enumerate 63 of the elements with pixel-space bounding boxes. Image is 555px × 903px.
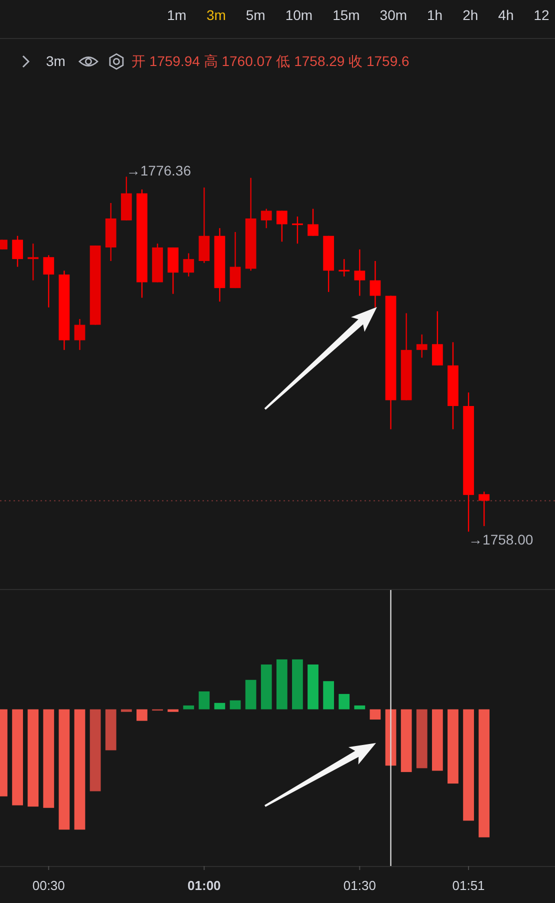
candlestick <box>28 243 39 281</box>
text: 4h <box>498 7 514 23</box>
annotation: →1776.36 <box>126 162 192 179</box>
bar <box>463 709 474 821</box>
x-tick-label: 01:51 <box>452 878 485 893</box>
candlestick <box>276 210 288 242</box>
bar <box>43 709 54 808</box>
bar <box>260 664 272 710</box>
bar <box>230 700 241 710</box>
text: 15m <box>332 7 360 23</box>
x-tick-label: 00:30 <box>32 878 65 893</box>
bar <box>338 694 350 710</box>
text: 2h <box>462 7 478 23</box>
text: 3m <box>206 7 226 23</box>
candlestick <box>12 235 23 268</box>
candlestick <box>432 310 443 366</box>
bar <box>370 709 381 720</box>
annotation: →1758.00 <box>468 532 534 548</box>
candlestick <box>260 208 272 229</box>
bar <box>58 709 70 830</box>
bar <box>323 681 334 710</box>
text: 5m <box>246 7 266 23</box>
text: 1h <box>427 7 443 23</box>
bar <box>90 709 101 792</box>
bar <box>198 691 210 710</box>
chart-subtitle: 开 1759.94 高 1760.07 低 1758.29 收 1759.6 <box>131 53 410 69</box>
candlestick <box>183 252 194 278</box>
bar <box>448 709 458 784</box>
x-tick-label: 01:30 <box>343 878 376 893</box>
chart-title: 3m <box>46 53 66 69</box>
bar <box>136 709 148 721</box>
bar <box>276 659 288 710</box>
bar <box>214 702 226 710</box>
text: 12 <box>534 7 550 23</box>
bar <box>120 709 132 712</box>
candlestick <box>354 248 366 296</box>
bar <box>432 709 443 771</box>
x-tick-label: 01:00 <box>188 878 221 893</box>
candlestick <box>338 258 350 278</box>
bar <box>245 680 256 710</box>
bar <box>400 709 412 772</box>
candlestick <box>416 334 428 358</box>
bar <box>183 705 194 710</box>
candlestick <box>308 208 318 236</box>
candlestick <box>43 254 54 308</box>
bar <box>168 709 178 712</box>
candlestick <box>230 231 241 289</box>
bar <box>292 659 303 710</box>
bar <box>416 709 428 768</box>
candlestick <box>74 318 86 351</box>
bar <box>28 709 39 807</box>
bar <box>354 705 366 710</box>
text: 1m <box>167 7 186 23</box>
bar <box>74 709 86 830</box>
bar <box>105 709 116 750</box>
bar <box>308 664 318 710</box>
candlestick <box>370 260 381 308</box>
bar <box>12 709 23 806</box>
text: 30m <box>380 7 408 23</box>
candlestick <box>478 491 490 527</box>
text: 10m <box>285 7 313 23</box>
candlestick <box>292 216 303 244</box>
bar <box>478 709 490 838</box>
